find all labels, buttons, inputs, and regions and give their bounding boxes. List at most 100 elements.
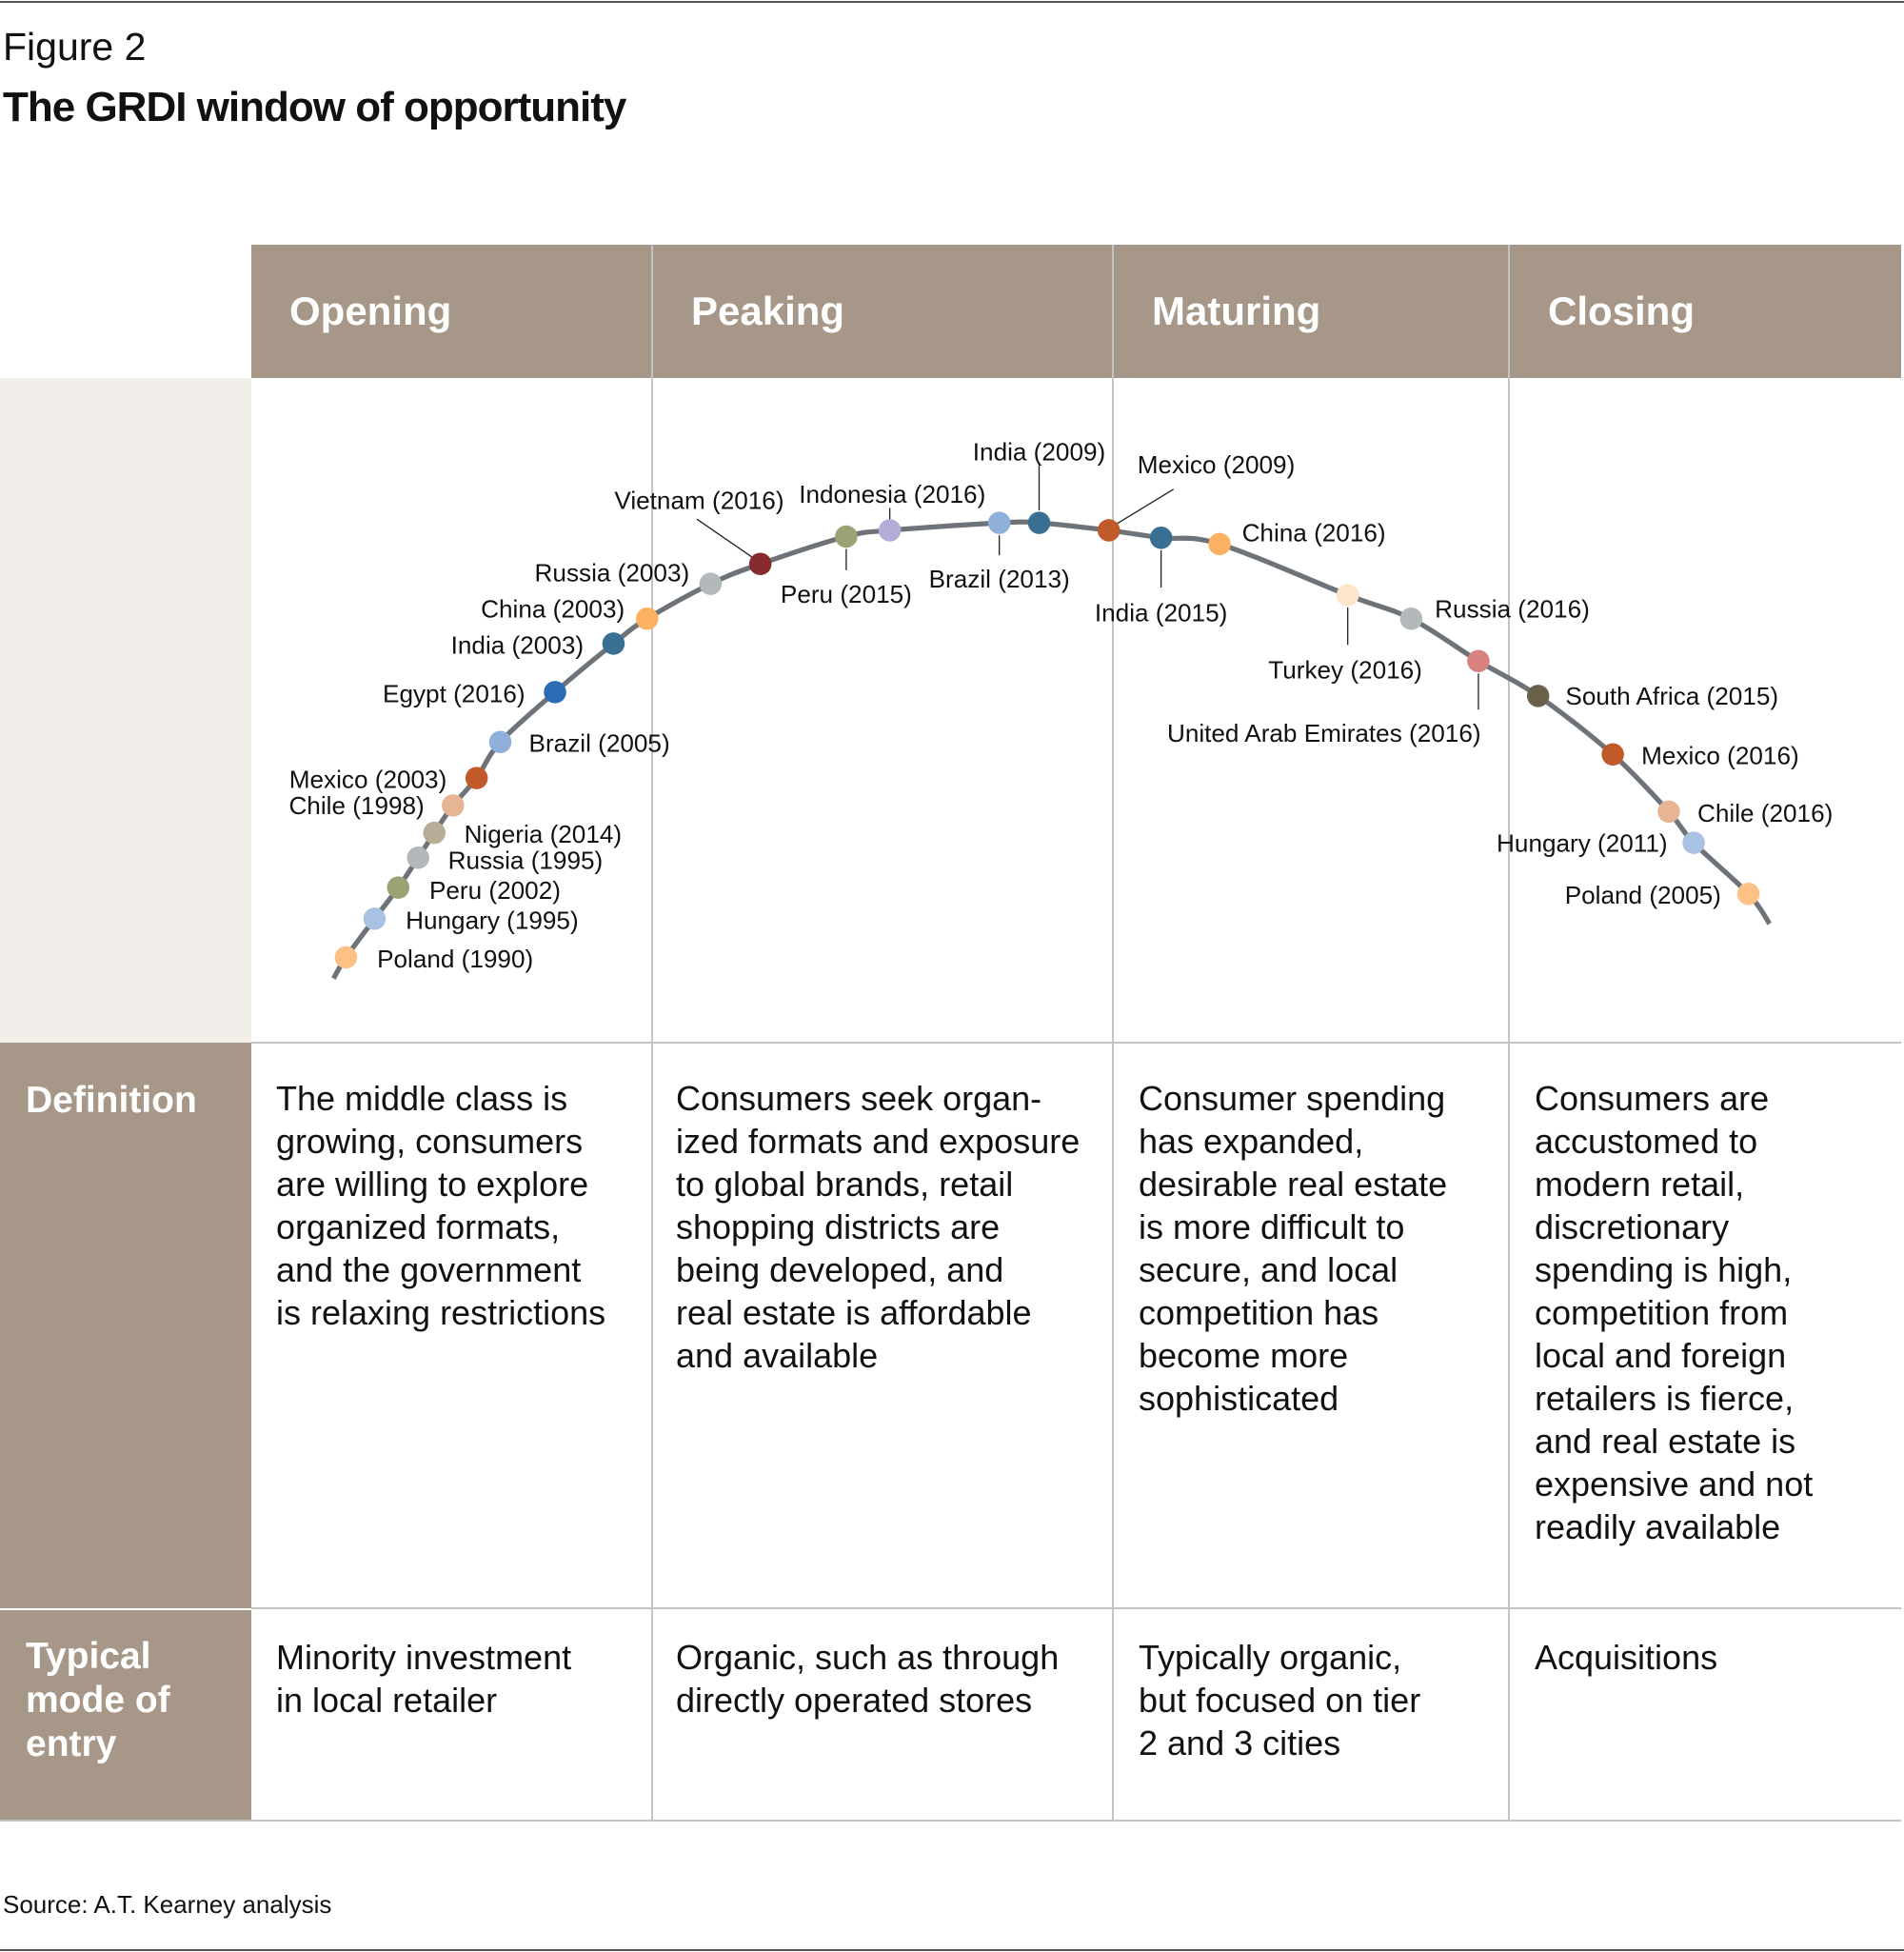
country-label-vietnam-2016: Vietnam (2016) xyxy=(614,487,783,515)
country-dot-india-2009 xyxy=(1027,511,1051,534)
definition-label-cell: Definition xyxy=(0,1043,251,1608)
country-dot-poland-1990 xyxy=(334,946,358,969)
cell-text-line: discretionary xyxy=(1535,1207,1730,1246)
country-label-mexico-2016: Mexico (2016) xyxy=(1641,742,1799,770)
cell-text-line: local and foreign xyxy=(1535,1336,1787,1375)
mode-of-entry-cell-opening: Minority investment in local retailer xyxy=(276,1636,571,1722)
country-label-united-arab-emirates-2016: United Arab Emirates (2016) xyxy=(1167,719,1481,747)
header-label: Closing xyxy=(1548,289,1695,333)
country-dot-russia-2016 xyxy=(1399,608,1423,630)
figure-title: The GRDI window of opportunity xyxy=(3,84,626,130)
country-label-russia-2016: Russia (2016) xyxy=(1435,594,1590,623)
country-dot-mexico-2003 xyxy=(465,767,488,789)
country-dot-egypt-2016 xyxy=(544,681,566,704)
cell-text-line: organized formats, xyxy=(276,1207,561,1246)
country-dot-chile-2016 xyxy=(1657,800,1680,824)
mode-label-line: Typical xyxy=(26,1636,151,1677)
header-peaking: Peaking xyxy=(653,245,1112,378)
country-dot-russia-1995 xyxy=(407,847,429,869)
country-label-russia-2003: Russia (2003) xyxy=(535,559,690,588)
country-dot-hungary-1995 xyxy=(363,907,387,930)
country-label-brazil-2013: Brazil (2013) xyxy=(929,565,1070,593)
cell-text-line: and the government xyxy=(276,1250,582,1289)
top-rule xyxy=(0,1,1904,3)
cell-text-line: and real estate is xyxy=(1535,1422,1796,1461)
country-label-chile-2016: Chile (2016) xyxy=(1697,799,1833,827)
cell-text-line: spending is high, xyxy=(1535,1250,1793,1289)
cell-text-line: competition has xyxy=(1139,1293,1379,1332)
header-maturing: Maturing xyxy=(1114,245,1508,378)
country-dot-nigeria-2014 xyxy=(423,821,446,845)
country-label-india-2015: India (2015) xyxy=(1095,598,1227,627)
country-dot-brazil-2005 xyxy=(488,730,512,753)
country-label-hungary-2011: Hungary (2011) xyxy=(1497,828,1668,857)
row-divider xyxy=(251,1042,1901,1044)
definition-cell-opening: The middle class is growing, consumers are… xyxy=(276,1077,605,1334)
country-label-south-africa-2015: South Africa (2015) xyxy=(1565,682,1778,710)
cell-text-line: real estate is affordable xyxy=(676,1293,1032,1332)
cell-text-line: to global brands, retail xyxy=(676,1165,1014,1204)
cell-text-line: Minority investment xyxy=(276,1638,572,1677)
figure-label: Figure 2 xyxy=(3,25,147,69)
cell-text-line: and available xyxy=(676,1336,879,1375)
cell-text-line: desirable real estate xyxy=(1139,1165,1448,1204)
column-divider xyxy=(1508,245,1510,1821)
country-dot-chile-1998 xyxy=(442,794,465,817)
country-label-peru-2015: Peru (2015) xyxy=(781,580,912,608)
cell-text-line: has expanded, xyxy=(1139,1122,1364,1161)
column-divider xyxy=(651,245,653,1821)
country-dot-india-2003 xyxy=(602,632,625,655)
country-label-nigeria-2014: Nigeria (2014) xyxy=(465,820,623,848)
cell-text-line: are willing to explore xyxy=(276,1165,589,1204)
country-dot-brazil-2013 xyxy=(987,511,1011,534)
country-label-mexico-2003: Mexico (2003) xyxy=(289,766,447,794)
mode-label-cell: Typical mode of entry xyxy=(0,1610,251,1821)
leader-line-mexico-2009 xyxy=(1116,488,1175,525)
cell-text-line: The middle class is xyxy=(276,1079,568,1118)
mode-of-entry-cell-closing: Acquisitions xyxy=(1535,1636,1717,1679)
country-dot-india-2015 xyxy=(1149,527,1173,549)
header-label: Opening xyxy=(289,289,452,333)
country-dot-united-arab-emirates-2016 xyxy=(1467,649,1490,672)
country-label-india-2009: India (2009) xyxy=(973,438,1105,467)
cell-text-line: 2 and 3 cities xyxy=(1139,1723,1341,1763)
mode-label-line: mode of xyxy=(26,1680,170,1721)
country-dot-china-2003 xyxy=(635,608,659,630)
cell-text-line: ized formats and exposure xyxy=(676,1122,1081,1161)
bottom-rule xyxy=(0,1949,1904,1951)
mode-label-line: entry xyxy=(26,1723,117,1764)
cell-text-line: is relaxing restrictions xyxy=(276,1293,606,1332)
definition-cell-closing: Consumers are accustomed to modern retail,… xyxy=(1535,1077,1813,1548)
cell-text-line: Consumers are xyxy=(1535,1079,1770,1118)
country-label-hungary-1995: Hungary (1995) xyxy=(406,906,579,934)
cell-text-line: retailers is fierce, xyxy=(1535,1379,1795,1418)
country-label-poland-2005: Poland (2005) xyxy=(1565,881,1721,909)
country-label-turkey-2016: Turkey (2016) xyxy=(1268,656,1422,685)
country-dot-peru-2015 xyxy=(835,525,858,548)
country-label-china-2003: China (2003) xyxy=(481,594,625,623)
country-dot-poland-2005 xyxy=(1736,882,1760,906)
cell-text-line: become more xyxy=(1139,1336,1349,1375)
country-label-peru-2002: Peru (2002) xyxy=(429,876,561,905)
cell-text-line: shopping districts are xyxy=(676,1207,1001,1246)
mode-label: Typical mode of entry xyxy=(26,1635,170,1766)
header-label: Maturing xyxy=(1152,289,1321,333)
country-label-russia-1995: Russia (1995) xyxy=(448,847,604,875)
country-dot-south-africa-2015 xyxy=(1526,685,1550,707)
cell-text-line: Typically organic, xyxy=(1139,1638,1402,1677)
country-label-poland-1990: Poland (1990) xyxy=(377,945,533,973)
cell-text-line: modern retail, xyxy=(1535,1165,1745,1204)
country-dot-hungary-2011 xyxy=(1682,831,1705,854)
header-opening: Opening xyxy=(251,245,651,378)
cell-text-line: Acquisitions xyxy=(1535,1638,1718,1677)
cell-text-line: Organic, such as through xyxy=(676,1638,1060,1677)
cell-text-line: readily available xyxy=(1535,1507,1781,1546)
column-divider xyxy=(1112,245,1114,1821)
country-dot-mexico-2016 xyxy=(1601,743,1624,767)
mode-of-entry-cell-maturing: Typically organic, but focused on tier 2 a… xyxy=(1139,1636,1420,1764)
country-label-indonesia-2016: Indonesia (2016) xyxy=(799,480,985,508)
cell-text-line: expensive and not xyxy=(1535,1464,1814,1504)
definition-cell-maturing: Consumer spending has expanded, desirable … xyxy=(1139,1077,1447,1420)
country-label-chile-1998: Chile (1998) xyxy=(288,791,424,820)
